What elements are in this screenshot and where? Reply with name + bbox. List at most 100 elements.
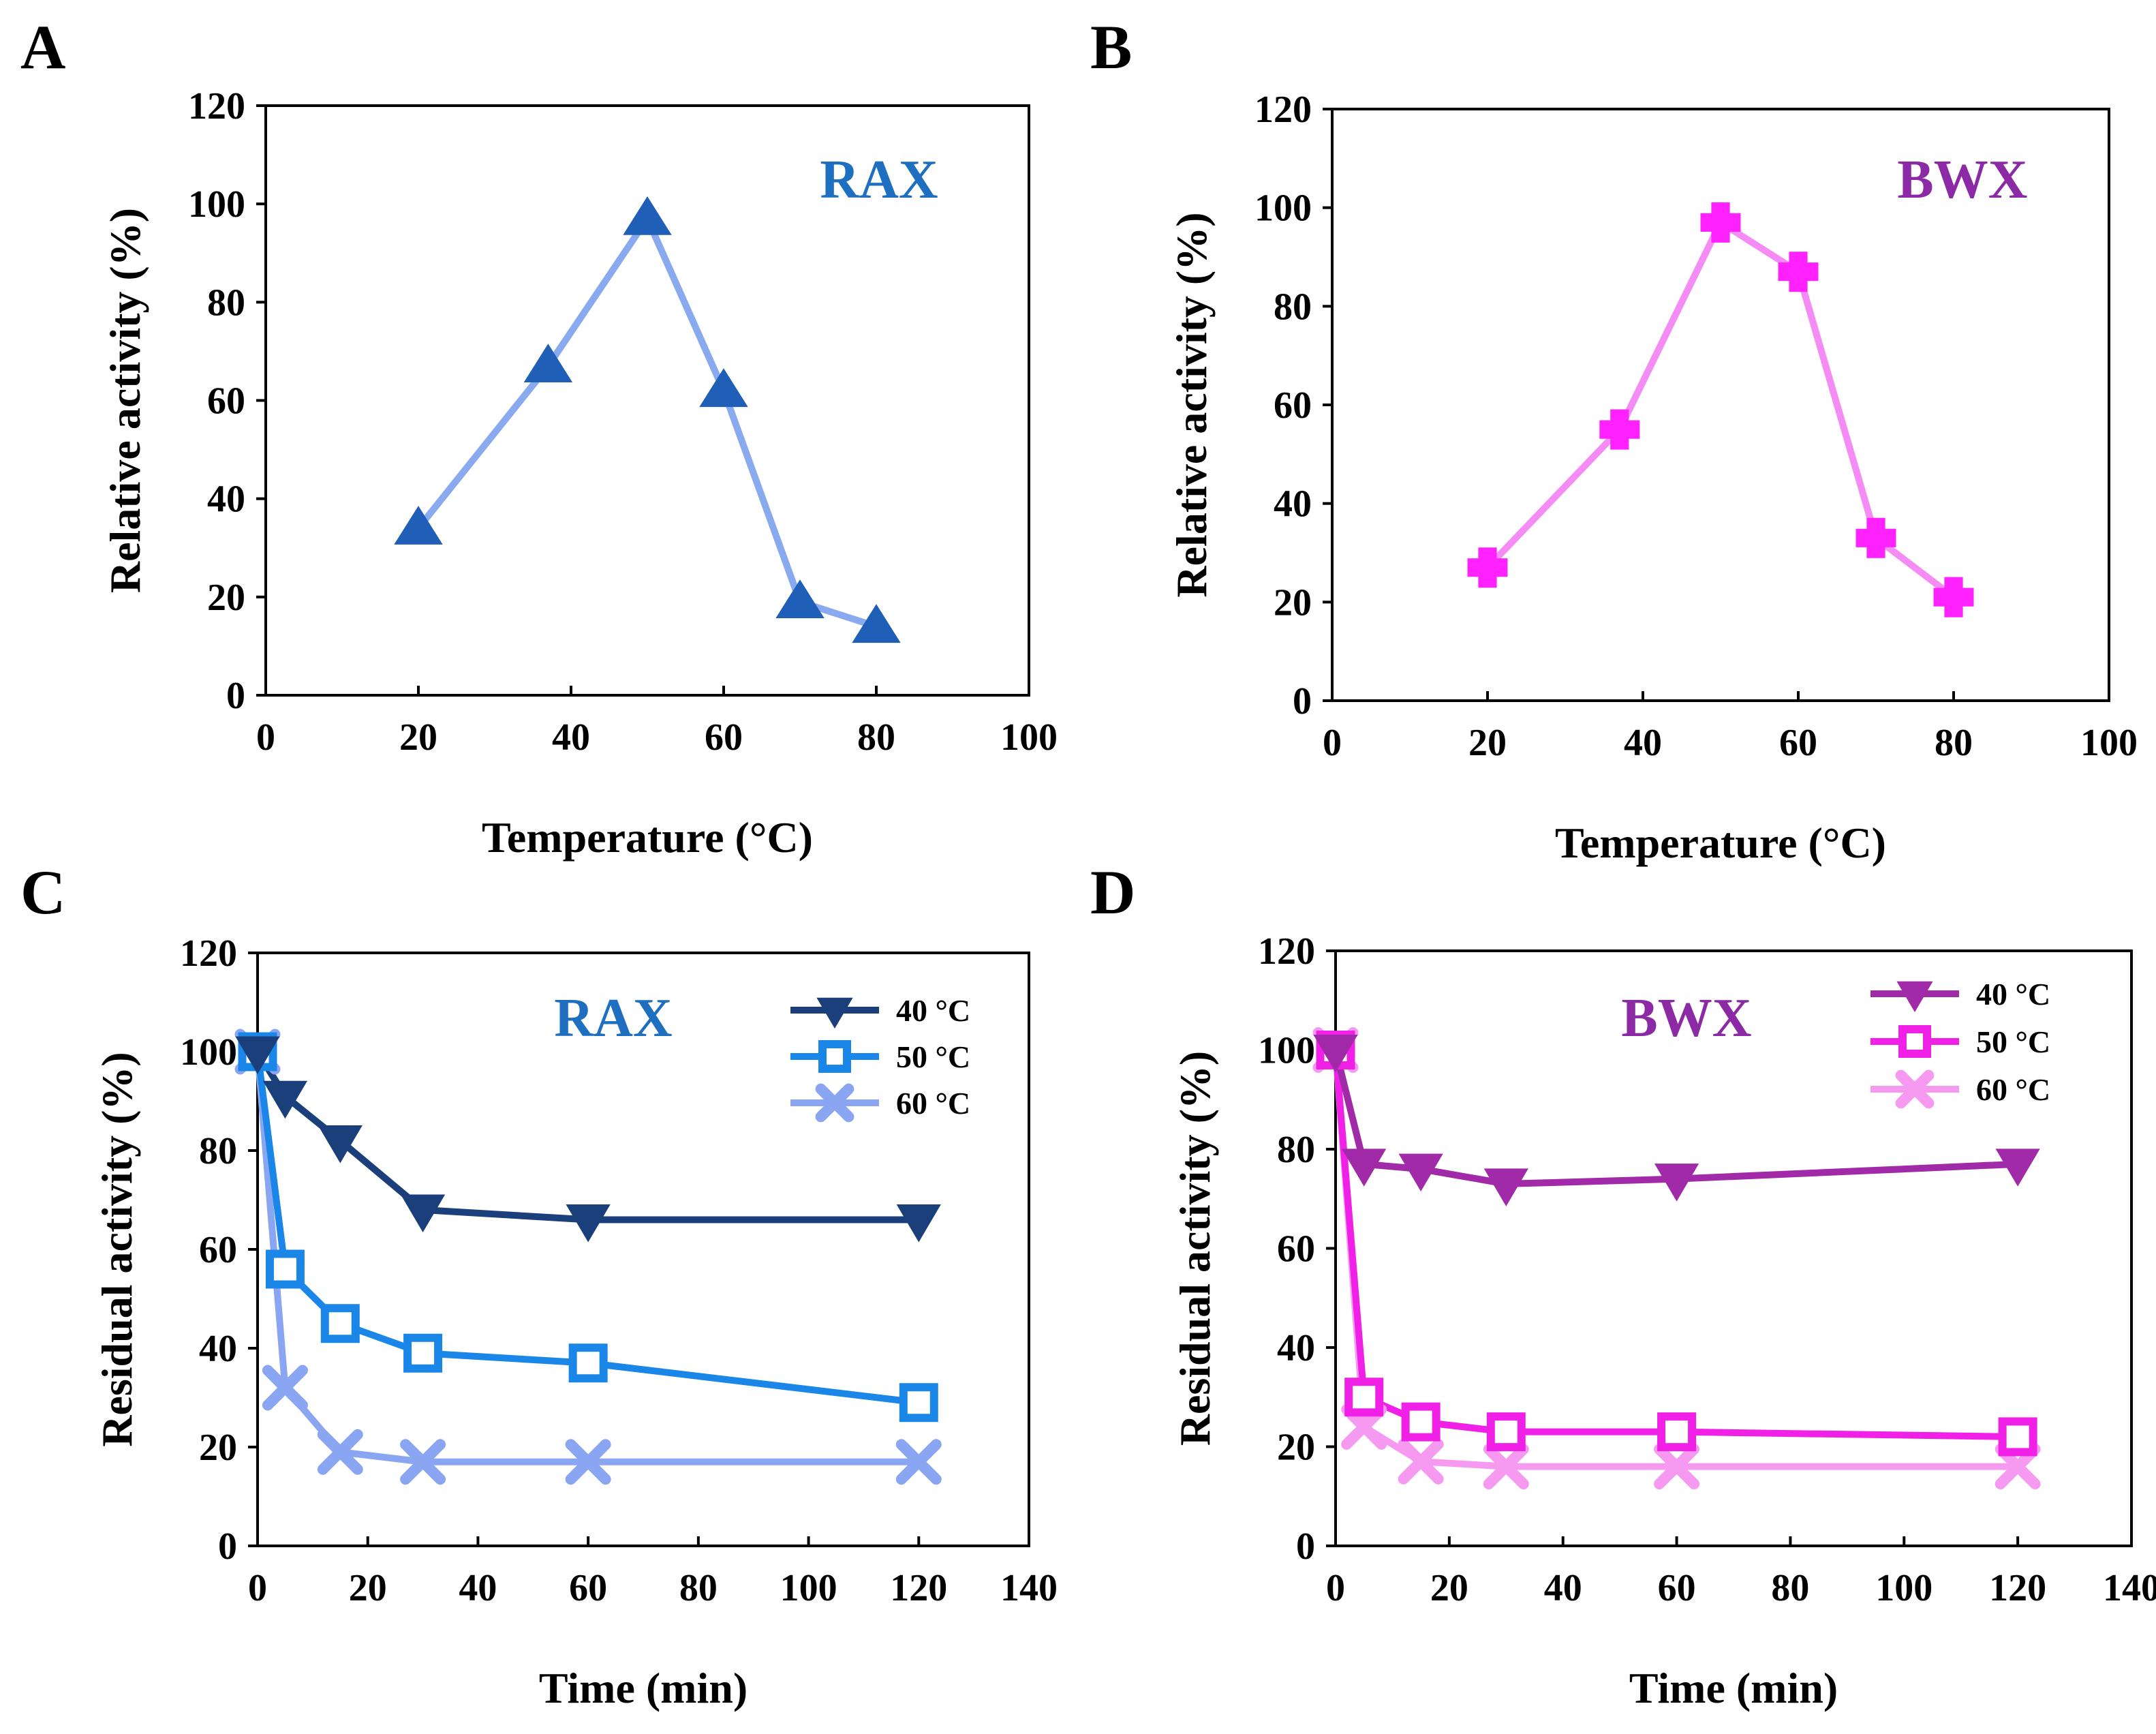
data-point [1483,1444,1529,1490]
data-point [1700,202,1741,243]
data-point [1654,1163,1699,1202]
legend-marker [1898,1025,1931,1058]
data-point [400,1439,446,1485]
y-tick-label: 0 [226,675,245,717]
data-point [1654,1444,1700,1490]
data-point [317,1429,363,1475]
data-point [1483,1168,1528,1206]
data-point [265,1249,305,1289]
y-axis-title: Relative activity (%) [1167,212,1216,597]
data-point [1995,1149,2040,1187]
legend-entry: 50 °C [790,1039,970,1074]
panel-b: B 0 20 40 60 80 100 120 0 20 40 60 80 100 Temperature … [1090,12,2138,867]
x-tick-label: 140 [2103,1567,2156,1609]
data-point [318,1125,363,1163]
data-point [262,1365,308,1411]
legend-entry: 40 °C [790,993,970,1029]
y-tick-label: 60 [1274,384,1312,427]
y-tick-label: 0 [218,1525,237,1568]
series-line [1485,219,1956,600]
data-point [1599,409,1640,450]
data-point [1467,547,1508,588]
panel-a: A 0 20 40 60 80 100 120 0 20 40 60 80 100 Temperature … [20,12,1058,862]
series-line [254,1051,919,1406]
y-tick-label: 80 [1274,286,1312,328]
y-tick-label: 100 [1254,187,1312,230]
data-point [699,368,748,408]
legend-entry: 60 °C [790,1083,970,1123]
y-tick-label: 80 [207,282,245,324]
y-tick-label: 0 [1293,680,1312,722]
y-tick-label: 20 [207,577,245,619]
data-point [262,1080,308,1119]
legend-label: 60 °C [1976,1072,2050,1107]
legend-label: 50 °C [1976,1024,2050,1059]
y-tick-label: 0 [1296,1525,1315,1568]
x-tick-label: 40 [1624,722,1662,764]
data-point [235,1036,280,1074]
y-axis-title: Residual activity (%) [93,1052,141,1447]
data-point [852,604,901,643]
x-tick-label: 0 [1323,722,1342,764]
x-tick-label: 80 [1935,722,1973,764]
x-tick-label: 140 [1000,1567,1058,1609]
inset-label: RAX [820,150,938,210]
data-point [1344,1378,1384,1417]
panel-letter: B [1090,12,1132,82]
data-point [1342,1149,1387,1187]
data-point [1933,577,1974,618]
panel-letter: C [20,857,65,927]
data-point [523,344,573,383]
data-point [565,1439,611,1485]
x-tick-label: 20 [349,1567,387,1609]
x-tick-label: 80 [679,1567,718,1609]
y-tick-label: 120 [180,932,237,975]
legend-label: 40 °C [1976,977,2050,1012]
data-point [320,1304,360,1343]
series-line [1332,1050,2018,1440]
data-point [1486,1412,1526,1452]
y-tick-label: 20 [1274,581,1312,624]
legend-marker [818,1040,851,1073]
x-tick-label: 60 [1658,1567,1696,1609]
legend-marker [1896,981,1933,1012]
x-tick-label: 100 [780,1567,837,1609]
y-tick-label: 80 [1277,1129,1315,1171]
legend-entry: 40 °C [1870,977,2050,1012]
y-axis-title: Relative activity (%) [101,208,149,593]
data-point [568,1343,608,1383]
y-tick-label: 40 [207,478,245,521]
y-tick-label: 100 [180,1031,237,1074]
inset-label: BWX [1897,150,2027,210]
x-tick-label: 80 [1771,1567,1809,1609]
x-tick-label: 40 [1544,1567,1582,1609]
y-tick-label: 60 [199,1229,237,1271]
legend-marker [815,1083,854,1123]
data-point [1313,1035,1358,1073]
y-tick-label: 20 [199,1427,237,1469]
data-point [775,579,825,619]
legend-entry: 50 °C [1870,1024,2050,1059]
data-point [896,1204,941,1243]
data-point [1398,1153,1443,1192]
y-tick-label: 100 [188,183,245,226]
x-tick-label: 20 [1468,722,1507,764]
data-point [403,1333,443,1373]
legend-marker [816,997,853,1029]
x-tick-label: 100 [1875,1567,1932,1609]
legend-label: 50 °C [896,1039,970,1074]
x-tick-label: 60 [1779,722,1817,764]
legend-label: 60 °C [896,1086,970,1121]
x-tick-label: 60 [569,1567,607,1609]
x-tick-label: 20 [1430,1567,1468,1609]
y-tick-label: 100 [1258,1030,1315,1072]
x-axis-title: Time (min) [1629,1664,1838,1712]
legend-entry: 60 °C [1870,1069,2050,1109]
x-tick-label: 0 [256,716,275,759]
series-line [1332,1049,2018,1187]
y-tick-label: 40 [1274,483,1312,526]
x-tick-label: 40 [552,716,590,759]
legend-marker [1895,1069,1935,1109]
x-tick-label: 120 [890,1567,947,1609]
